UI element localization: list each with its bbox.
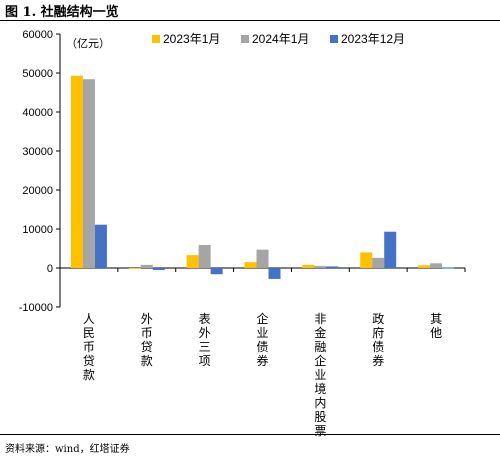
bar	[140, 264, 153, 268]
legend-swatch	[152, 35, 160, 43]
y-tick-label: 40000	[22, 107, 53, 119]
bar	[70, 75, 83, 268]
bar	[210, 268, 223, 275]
y-tick-label: 0	[47, 263, 53, 275]
y-tick-label: 50000	[22, 68, 53, 80]
bar	[256, 249, 269, 268]
figure-title: 图 1. 社融结构一览	[5, 5, 119, 20]
x-category-label: 表外三项	[199, 312, 211, 368]
y-unit-label: （亿元）	[66, 37, 110, 50]
y-tick-label: 30000	[22, 146, 53, 158]
bar	[268, 268, 281, 279]
x-category-label: 外币贷款	[141, 312, 153, 368]
bar	[326, 266, 339, 268]
bar	[94, 224, 107, 268]
bar	[360, 252, 373, 268]
x-category-label: 其他	[430, 312, 442, 340]
bar	[186, 255, 199, 268]
bar	[384, 231, 397, 268]
y-tick-label: -10000	[19, 302, 53, 314]
bar	[302, 264, 315, 268]
legend-label: 2023年1月	[163, 32, 220, 46]
legend-label: 2024年1月	[252, 32, 309, 46]
bar	[244, 262, 257, 268]
legend-swatch	[330, 35, 338, 43]
y-tick-label: 10000	[22, 224, 53, 236]
legend-swatch	[241, 35, 249, 43]
bar	[430, 263, 443, 268]
x-category-label: 人民币贷款	[83, 312, 95, 382]
legend-label: 2023年12月	[341, 32, 405, 46]
x-category-label: 政府债券	[372, 312, 384, 368]
bar	[82, 79, 95, 269]
bar	[128, 268, 141, 269]
source-rule	[0, 434, 500, 435]
bar	[418, 265, 431, 268]
bar	[314, 266, 327, 268]
bar	[152, 268, 165, 270]
bar	[372, 257, 385, 268]
source-note: 资料来源：wind，红塔证券	[5, 444, 130, 455]
x-category-label: 企业债券	[256, 311, 268, 368]
y-tick-label: 60000	[22, 29, 53, 41]
x-category-label: 非金融企业境内股票	[314, 312, 326, 438]
y-tick-label: 20000	[22, 185, 53, 197]
title-rule	[0, 20, 500, 21]
bar	[198, 244, 211, 268]
bar	[442, 267, 455, 269]
